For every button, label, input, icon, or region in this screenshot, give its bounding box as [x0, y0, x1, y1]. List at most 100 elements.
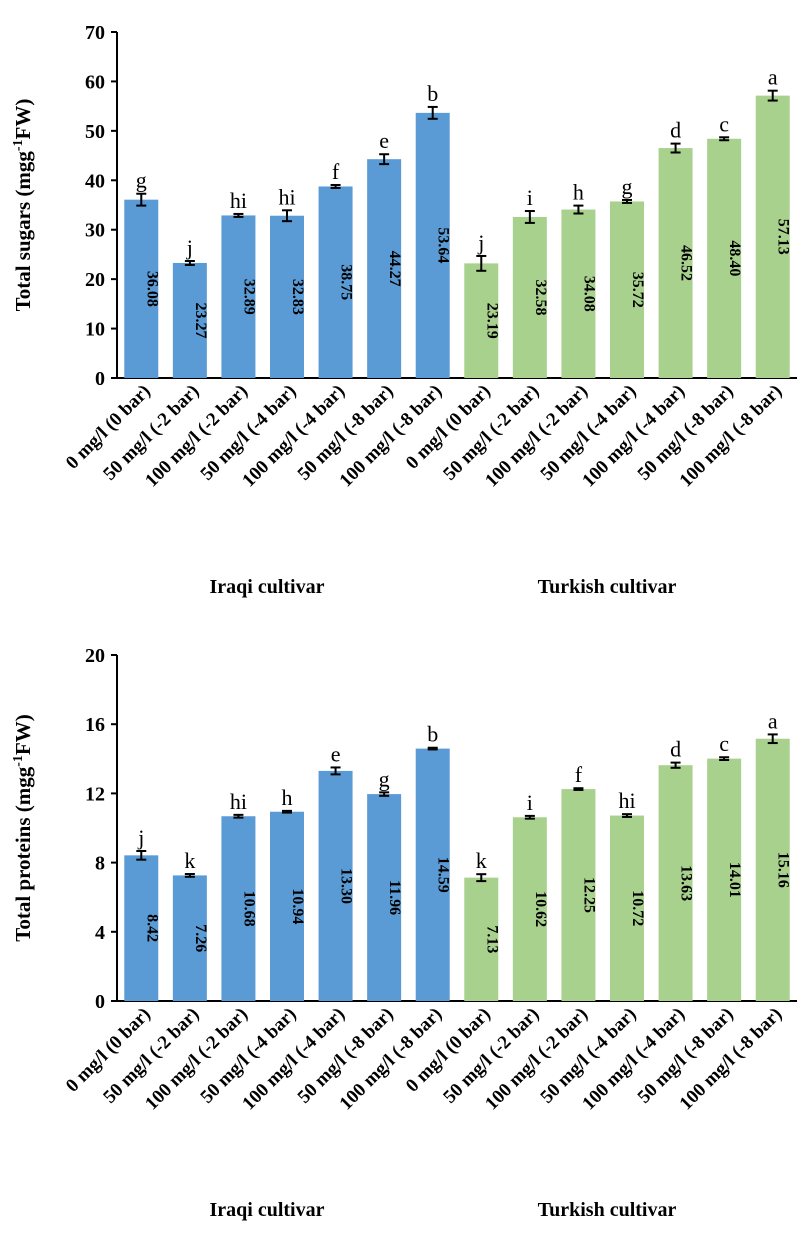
chart-1-value-label: 10.62 [532, 891, 549, 927]
chart-1-bar [221, 816, 256, 1001]
chart-0-value-label: 23.27 [192, 302, 209, 338]
chart-1-ylabel-end: FW) [11, 714, 35, 755]
chart-1-bar [610, 815, 644, 1001]
chart-1-bar [124, 855, 159, 1001]
chart-1-significance-letter: e [331, 741, 341, 766]
chart-0-significance-letter: b [427, 81, 438, 106]
chart-1-ytick-label: 16 [85, 714, 105, 736]
chart-0-bar [707, 138, 742, 378]
chart-1-bar [464, 877, 499, 1001]
chart-1-group-label: Turkish cultivar [538, 1199, 677, 1221]
chart-1-bar [415, 748, 450, 1001]
chart-1-significance-letter: d [670, 737, 681, 762]
chart-0-value-label: 32.89 [240, 279, 257, 315]
chart-1-bar [270, 811, 304, 1001]
chart-0-significance-letter: c [719, 111, 729, 136]
chart-1-bar [658, 765, 693, 1001]
chart-0-ytick-label: 10 [85, 319, 105, 341]
chart-1-group-label: Iraqi cultivar [210, 1199, 325, 1221]
chart-1-significance-letter: c [719, 731, 729, 756]
total-sugars-chart: 0 10 20 30 40 50 60 70 Total sugars (mgg-1FW) g 36… [11, 22, 797, 598]
chart-0-ytick-label: 0 [95, 368, 105, 390]
chart-0-value-label: 57.13 [775, 219, 792, 255]
chart-0-bar [124, 199, 159, 378]
chart-1-significance-letter: k [184, 848, 195, 873]
chart-1-value-label: 7.26 [192, 924, 209, 952]
chart-0-bar [367, 159, 402, 378]
chart-0-bar [464, 263, 499, 378]
chart-0-value-label: 46.52 [678, 245, 695, 281]
chart-0-significance-letter: j [186, 235, 193, 260]
chart-1-significance-letter: f [575, 762, 583, 787]
chart-1-ytick-label: 0 [95, 991, 105, 1013]
chart-1-significance-letter: hi [230, 789, 247, 814]
chart-0-ylabel-sup: -1 [11, 139, 26, 151]
chart-0-value-label: 34.08 [580, 276, 597, 312]
chart-0-value-label: 53.64 [435, 227, 452, 263]
chart-0-bar [415, 112, 450, 378]
chart-0-significance-letter: i [527, 185, 533, 210]
chart-1-bar [512, 817, 547, 1001]
chart-0-value-label: 36.08 [143, 271, 160, 307]
chart-0-ytick-label: 30 [85, 220, 105, 242]
chart-1-ytick-label: 20 [85, 645, 105, 667]
chart-0-significance-letter: d [670, 118, 681, 143]
chart-1-bar [755, 738, 790, 1001]
chart-1-bar [172, 875, 207, 1001]
chart-0-bar [610, 201, 644, 378]
chart-0-value-label: 38.75 [338, 264, 355, 300]
chart-0-significance-letter: a [768, 65, 778, 90]
chart-0-significance-letter: hi [230, 188, 247, 213]
chart-0-ylabel-end: FW) [11, 99, 35, 140]
chart-1-value-label: 8.42 [143, 914, 160, 942]
chart-0-significance-letter: h [573, 180, 584, 205]
chart-1-significance-letter: b [427, 722, 438, 747]
chart-0-bar [755, 95, 790, 379]
chart-1-significance-letter: hi [618, 788, 635, 813]
chart-0-group-label: Turkish cultivar [538, 576, 677, 598]
chart-0-value-label: 32.58 [532, 279, 549, 315]
chart-0-bar [270, 215, 304, 378]
chart-1-value-label: 11.96 [386, 880, 403, 915]
chart-0-bar [318, 186, 353, 378]
chart-0-ytick-label: 70 [85, 22, 105, 44]
chart-0-ylabel-main: Total sugars (mgg [11, 151, 35, 312]
chart-1-significance-letter: j [137, 825, 144, 850]
chart-1-y-axis-label: Total proteins (mgg-1FW) [11, 714, 35, 942]
chart-1-value-label: 7.13 [483, 925, 500, 953]
chart-0-ytick-label: 50 [85, 121, 105, 143]
chart-0-bar [561, 209, 596, 378]
chart-0-group-label: Iraqi cultivar [210, 576, 325, 598]
chart-1-bar [367, 794, 402, 1001]
chart-0-significance-letter: g [136, 168, 147, 193]
chart-1-ytick-label: 8 [95, 853, 105, 875]
chart-1-value-label: 10.68 [240, 891, 257, 927]
chart-1-value-label: 14.59 [435, 857, 452, 893]
chart-0-value-label: 35.72 [629, 272, 646, 308]
chart-0-value-label: 44.27 [386, 251, 403, 287]
chart-0-bar [172, 262, 207, 378]
chart-1-significance-letter: g [379, 766, 390, 791]
chart-1-value-label: 15.16 [775, 852, 792, 888]
chart-1-value-label: 13.63 [678, 865, 695, 901]
chart-1-ylabel-sup: -1 [11, 755, 26, 767]
chart-0-ytick-label: 60 [85, 71, 105, 93]
chart-1-ytick-label: 4 [95, 922, 105, 944]
chart-1-significance-letter: k [476, 848, 487, 873]
chart-0-ytick-label: 40 [85, 170, 105, 192]
chart-1-significance-letter: h [282, 785, 293, 810]
chart-1-ylabel-main: Total proteins (mgg [11, 766, 35, 942]
chart-1-value-label: 12.25 [580, 877, 597, 913]
chart-1-ytick-label: 12 [85, 783, 105, 805]
chart-0-value-label: 48.40 [726, 240, 743, 276]
chart-0-bar [512, 216, 547, 378]
chart-1-value-label: 14.01 [726, 862, 743, 898]
chart-0-significance-letter: g [622, 174, 633, 199]
chart-0-bar [658, 148, 693, 378]
chart-0-bar [221, 215, 256, 378]
chart-0-value-label: 23.19 [483, 303, 500, 339]
chart-1-significance-letter: a [768, 708, 778, 733]
chart-1-bar [707, 758, 742, 1001]
chart-1-value-label: 13.30 [338, 868, 355, 904]
